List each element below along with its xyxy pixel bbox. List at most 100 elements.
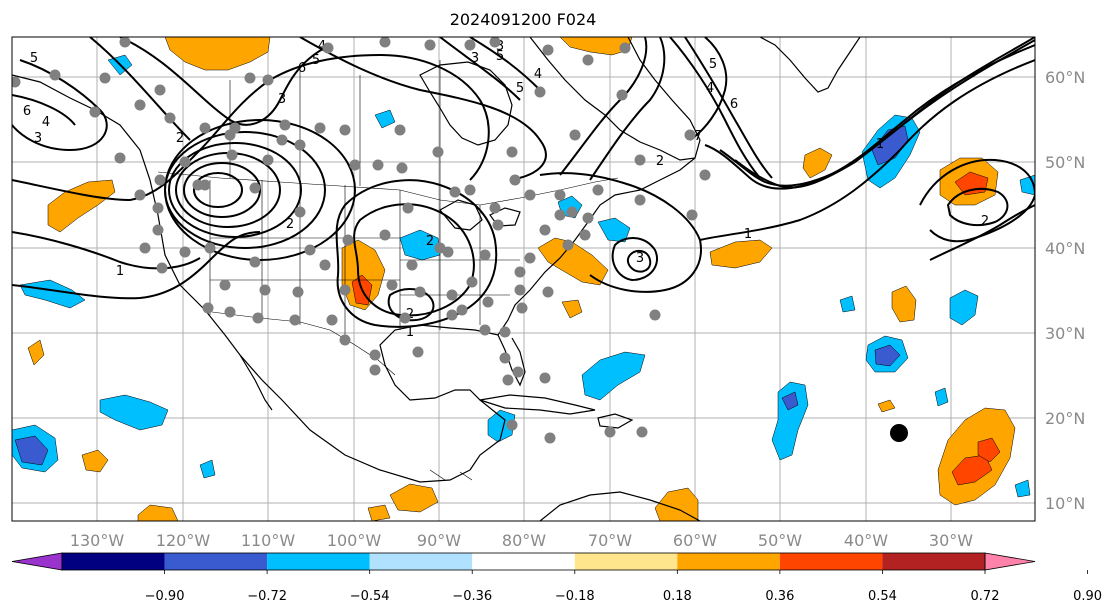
contour-line xyxy=(439,37,521,101)
station-marker xyxy=(322,42,334,54)
storm-center-marker xyxy=(890,424,908,442)
station-marker xyxy=(432,146,444,158)
colorbar-extension-high xyxy=(984,552,1036,571)
contour-line xyxy=(699,59,1035,241)
longitude-label: 90°W xyxy=(417,531,461,550)
station-marker xyxy=(499,352,511,364)
longitude-label: 60°W xyxy=(673,531,717,550)
station-marker xyxy=(134,99,146,111)
colorbar-tick-label: −0.90 xyxy=(145,589,185,604)
contour-label: 2 xyxy=(656,154,664,169)
station-marker xyxy=(466,276,478,288)
station-marker xyxy=(279,119,291,131)
colorbar-segment xyxy=(472,553,575,570)
station-marker xyxy=(699,169,711,181)
contour-line xyxy=(193,172,243,208)
contour-label: 3 xyxy=(278,92,286,107)
station-marker xyxy=(12,76,21,88)
map-frame xyxy=(11,36,1036,522)
station-marker xyxy=(449,186,461,198)
contour-label: 2 xyxy=(176,131,184,146)
anomaly-region xyxy=(709,239,773,269)
colorbar-tick-label: 0.72 xyxy=(971,589,1000,604)
station-marker xyxy=(604,426,616,438)
station-marker xyxy=(414,286,426,298)
anomaly-region xyxy=(874,344,901,367)
station-marker xyxy=(479,324,491,336)
colorbar-segment xyxy=(677,553,780,570)
anomaly-fill-regions xyxy=(12,37,1035,521)
contour-line xyxy=(119,37,331,126)
station-marker xyxy=(406,259,418,271)
station-marker xyxy=(259,284,271,296)
contour-line xyxy=(12,231,261,300)
station-marker xyxy=(372,159,384,171)
station-marker xyxy=(686,209,698,221)
station-marker xyxy=(152,224,164,236)
station-marker xyxy=(154,174,166,186)
station-marker xyxy=(114,152,126,164)
longitude-label: 30°W xyxy=(929,531,973,550)
anomaly-region xyxy=(977,437,1001,463)
station-marker xyxy=(339,124,351,136)
station-marker xyxy=(304,244,316,256)
station-marker xyxy=(499,326,511,338)
station-marker xyxy=(506,419,518,431)
anomaly-region xyxy=(199,459,216,479)
latitude-label: 40°N xyxy=(1045,239,1085,258)
station-marker xyxy=(516,302,528,314)
greenland xyxy=(759,37,861,93)
anomaly-region xyxy=(781,391,799,411)
colorbar-extension-low xyxy=(11,552,63,571)
hudson-bay xyxy=(419,61,513,146)
anomaly-region xyxy=(654,487,699,521)
station-marker xyxy=(294,206,306,218)
station-marker xyxy=(229,122,241,134)
station-marker xyxy=(49,69,61,81)
contour-line xyxy=(353,203,475,317)
anomaly-region xyxy=(537,237,609,286)
station-marker xyxy=(412,346,424,358)
station-marker xyxy=(512,366,524,378)
anomaly-region xyxy=(581,351,646,401)
station-marker xyxy=(202,302,214,314)
latitude-label: 10°N xyxy=(1045,494,1085,513)
station-marker xyxy=(502,374,514,386)
station-marker xyxy=(446,289,458,301)
anomaly-region xyxy=(487,409,516,443)
station-marker xyxy=(479,249,491,261)
anomaly-region xyxy=(389,483,439,513)
station-marker xyxy=(339,334,351,346)
contour-line xyxy=(387,288,435,322)
station-marker xyxy=(544,432,556,444)
station-marker xyxy=(396,162,408,174)
station-marker xyxy=(252,312,264,324)
longitude-labels: 130°W 120°W 110°W 100°W 90°W 80°W 70°W 60°W 50°W… xyxy=(70,531,973,550)
colorbar-tick-label: 0.90 xyxy=(1073,589,1102,604)
colorbar-segment xyxy=(574,553,678,570)
contour-line xyxy=(946,187,1009,227)
station-marker xyxy=(542,44,554,56)
contour-label: 7 xyxy=(694,129,702,144)
contour-line xyxy=(335,179,498,328)
longitude-label: 100°W xyxy=(327,531,382,550)
station-marker xyxy=(506,146,518,158)
contour-line xyxy=(929,204,1035,261)
latitude-label: 60°N xyxy=(1045,68,1085,87)
contour-label: 5 xyxy=(312,53,320,68)
contour-line xyxy=(589,37,666,181)
contour-line xyxy=(12,94,76,126)
anomaly-region xyxy=(771,381,809,461)
station-marker xyxy=(326,314,338,326)
station-marker xyxy=(224,306,236,318)
station-marker xyxy=(634,194,646,206)
station-marker xyxy=(139,242,151,254)
station-marker xyxy=(156,262,168,274)
station-marker xyxy=(249,182,261,194)
station-marker xyxy=(402,202,414,214)
station-marker xyxy=(262,74,274,86)
contour-line xyxy=(12,59,108,152)
station-marker xyxy=(616,89,628,101)
anomaly-region xyxy=(559,37,633,56)
